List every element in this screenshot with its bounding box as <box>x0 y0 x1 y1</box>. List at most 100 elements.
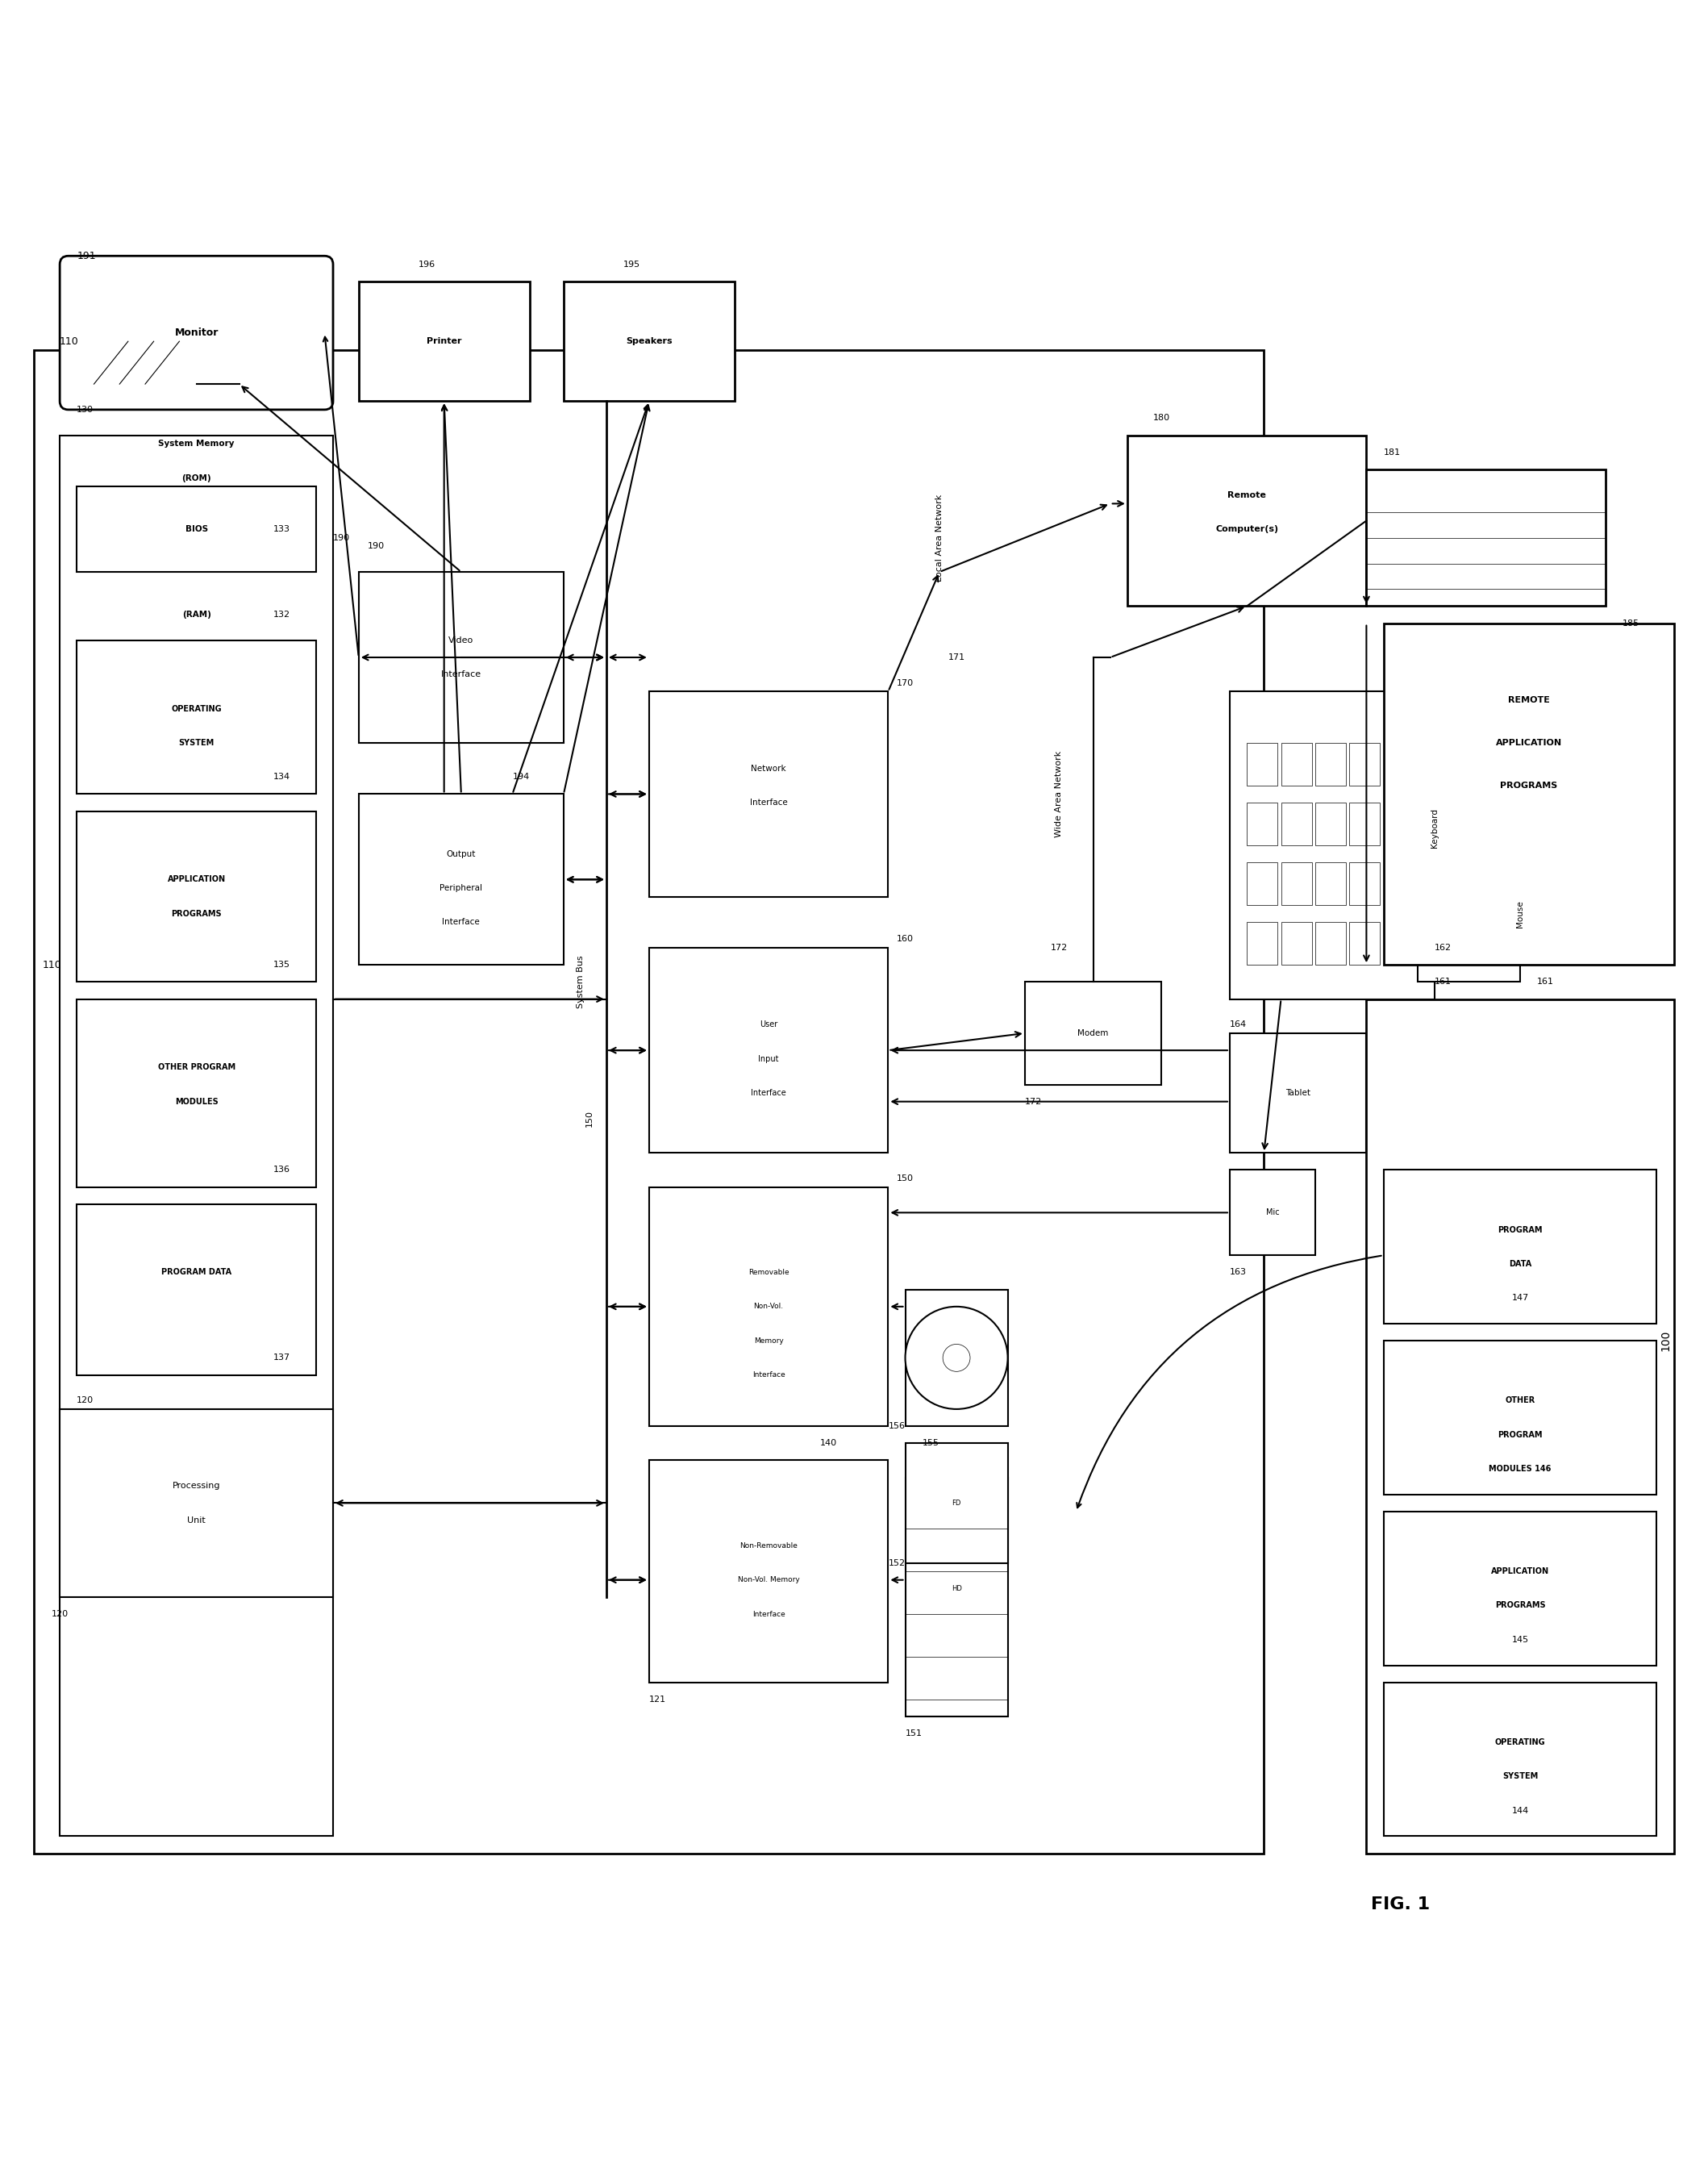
FancyBboxPatch shape <box>1383 742 1414 785</box>
Text: BIOS: BIOS <box>184 525 208 534</box>
Text: Peripheral: Peripheral <box>439 885 483 891</box>
FancyBboxPatch shape <box>1315 863 1346 904</box>
Text: 137: 137 <box>273 1353 290 1362</box>
FancyBboxPatch shape <box>1315 922 1346 965</box>
Text: SYSTEM: SYSTEM <box>179 740 214 746</box>
Circle shape <box>943 1345 970 1371</box>
Text: Output: Output <box>446 850 477 859</box>
FancyBboxPatch shape <box>1230 1032 1366 1154</box>
Text: OTHER: OTHER <box>1505 1397 1535 1406</box>
Text: Interface: Interface <box>752 1609 786 1618</box>
FancyBboxPatch shape <box>60 1410 333 1596</box>
FancyBboxPatch shape <box>905 1291 1008 1427</box>
Text: Interface: Interface <box>441 670 482 679</box>
Text: 161: 161 <box>1537 978 1554 987</box>
Text: 120: 120 <box>77 1397 94 1406</box>
FancyBboxPatch shape <box>1383 623 1674 965</box>
Text: Modem: Modem <box>1078 1030 1108 1037</box>
Text: Mouse: Mouse <box>1517 900 1524 928</box>
Text: 145: 145 <box>1512 1635 1529 1644</box>
Text: 150: 150 <box>897 1173 914 1182</box>
FancyBboxPatch shape <box>1383 803 1414 846</box>
Text: PROGRAM: PROGRAM <box>1498 1225 1542 1234</box>
FancyBboxPatch shape <box>1349 922 1380 965</box>
Text: 121: 121 <box>649 1696 666 1703</box>
Text: 162: 162 <box>1435 944 1452 952</box>
FancyBboxPatch shape <box>77 486 316 573</box>
Text: 196: 196 <box>418 260 436 269</box>
FancyBboxPatch shape <box>1281 863 1312 904</box>
Text: PROGRAMS: PROGRAMS <box>1494 1601 1546 1609</box>
FancyBboxPatch shape <box>34 349 1264 1852</box>
Text: 180: 180 <box>1153 414 1170 423</box>
FancyBboxPatch shape <box>77 1204 316 1375</box>
Text: 135: 135 <box>273 961 290 970</box>
Text: 161: 161 <box>1435 978 1452 987</box>
Text: Computer(s): Computer(s) <box>1216 525 1278 534</box>
Text: Mic: Mic <box>1266 1208 1279 1217</box>
Text: 150: 150 <box>586 1111 593 1128</box>
Text: MODULES: MODULES <box>174 1098 219 1106</box>
Text: 152: 152 <box>888 1560 905 1566</box>
FancyBboxPatch shape <box>60 436 333 1837</box>
FancyBboxPatch shape <box>1247 803 1278 846</box>
FancyBboxPatch shape <box>1247 742 1278 785</box>
Text: Non-Vol. Memory: Non-Vol. Memory <box>738 1577 799 1583</box>
Text: Interface: Interface <box>750 798 787 807</box>
Text: FD: FD <box>951 1499 962 1507</box>
FancyBboxPatch shape <box>649 1186 888 1427</box>
Text: MODULES 146: MODULES 146 <box>1489 1464 1551 1473</box>
Text: Monitor: Monitor <box>174 328 219 338</box>
Text: 130: 130 <box>77 406 94 414</box>
FancyBboxPatch shape <box>1127 436 1366 605</box>
Text: PROGRAMS: PROGRAMS <box>171 909 222 917</box>
FancyBboxPatch shape <box>1383 1512 1657 1666</box>
FancyBboxPatch shape <box>1366 469 1606 605</box>
FancyBboxPatch shape <box>649 948 888 1154</box>
Text: 110: 110 <box>43 959 61 970</box>
FancyBboxPatch shape <box>564 282 734 401</box>
FancyBboxPatch shape <box>649 692 888 896</box>
Text: OPERATING: OPERATING <box>171 705 222 714</box>
Text: 191: 191 <box>77 252 96 260</box>
Text: HD: HD <box>951 1586 962 1592</box>
Text: 185: 185 <box>1623 618 1640 627</box>
Text: 133: 133 <box>273 525 290 534</box>
FancyBboxPatch shape <box>359 282 529 401</box>
Text: Printer: Printer <box>427 338 461 345</box>
Text: PROGRAMS: PROGRAMS <box>1500 781 1558 790</box>
FancyBboxPatch shape <box>905 1477 1008 1716</box>
FancyBboxPatch shape <box>1315 742 1346 785</box>
Text: Removable: Removable <box>748 1269 789 1275</box>
Text: Unit: Unit <box>188 1516 205 1525</box>
Text: 156: 156 <box>888 1423 905 1429</box>
Text: 100: 100 <box>1660 1330 1670 1351</box>
FancyBboxPatch shape <box>1315 803 1346 846</box>
FancyBboxPatch shape <box>1349 803 1380 846</box>
Text: 132: 132 <box>273 612 290 618</box>
Text: Non-Removable: Non-Removable <box>740 1542 798 1549</box>
Text: 195: 195 <box>623 260 640 269</box>
Text: User: User <box>760 1022 777 1028</box>
Text: (ROM): (ROM) <box>181 475 212 482</box>
Text: Memory: Memory <box>753 1336 784 1345</box>
Text: 164: 164 <box>1230 1022 1247 1028</box>
FancyBboxPatch shape <box>1383 1683 1657 1837</box>
Text: 155: 155 <box>922 1440 939 1447</box>
Text: 171: 171 <box>948 653 965 662</box>
Text: FIG. 1: FIG. 1 <box>1372 1896 1430 1913</box>
Text: 190: 190 <box>333 534 350 542</box>
Circle shape <box>905 1306 1008 1410</box>
Text: Remote: Remote <box>1228 490 1266 499</box>
Text: 120: 120 <box>51 1609 68 1618</box>
Text: 194: 194 <box>512 772 529 781</box>
FancyBboxPatch shape <box>1281 803 1312 846</box>
Text: 160: 160 <box>897 935 914 944</box>
Text: Input: Input <box>758 1054 779 1063</box>
Ellipse shape <box>1418 811 1520 878</box>
FancyBboxPatch shape <box>77 811 316 983</box>
Text: 136: 136 <box>273 1167 290 1173</box>
FancyBboxPatch shape <box>77 640 316 794</box>
FancyBboxPatch shape <box>1383 863 1414 904</box>
FancyBboxPatch shape <box>1025 983 1161 1084</box>
